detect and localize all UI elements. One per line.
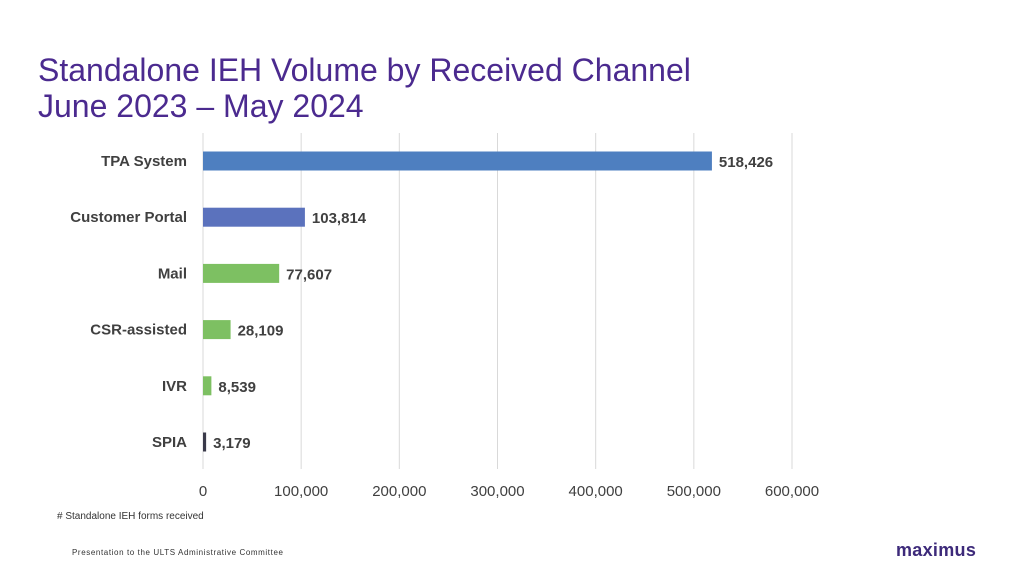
x-tick-label: 600,000 bbox=[765, 483, 819, 500]
x-tick-label: 400,000 bbox=[569, 483, 623, 500]
category-label: IVR bbox=[162, 378, 187, 395]
maximus-logo: maximus bbox=[896, 540, 977, 560]
category-label: Customer Portal bbox=[70, 209, 187, 226]
data-label: 28,109 bbox=[238, 323, 284, 340]
chart-title-line-1: Standalone IEH Volume by Received Channe… bbox=[38, 52, 691, 88]
category-label: CSR-assisted bbox=[90, 322, 187, 339]
category-label: SPIA bbox=[152, 434, 187, 451]
bar bbox=[203, 151, 712, 171]
chart-title-line-2: June 2023 – May 2024 bbox=[38, 88, 364, 124]
x-tick-label: 0 bbox=[199, 483, 207, 500]
x-axis-label: # Standalone IEH forms received bbox=[57, 511, 204, 522]
data-label: 77,607 bbox=[286, 266, 332, 283]
bar bbox=[203, 432, 207, 452]
data-label: 3,179 bbox=[213, 435, 251, 452]
x-tick-label: 500,000 bbox=[667, 483, 721, 500]
x-tick-label: 200,000 bbox=[372, 483, 426, 500]
bar bbox=[203, 376, 212, 396]
x-tick-label: 100,000 bbox=[274, 483, 328, 500]
data-label: 518,426 bbox=[719, 154, 773, 171]
data-label: 8,539 bbox=[218, 379, 256, 396]
footer-presentation-text: Presentation to the ULTS Administrative … bbox=[72, 548, 284, 557]
category-label: TPA System bbox=[101, 153, 187, 170]
x-tick-label: 300,000 bbox=[470, 483, 524, 500]
bar bbox=[203, 207, 305, 227]
bar bbox=[203, 320, 231, 340]
bar bbox=[203, 263, 280, 283]
chart-title: Standalone IEH Volume by Received Channe… bbox=[38, 52, 691, 124]
category-label: Mail bbox=[158, 265, 187, 282]
data-label: 103,814 bbox=[312, 210, 367, 227]
